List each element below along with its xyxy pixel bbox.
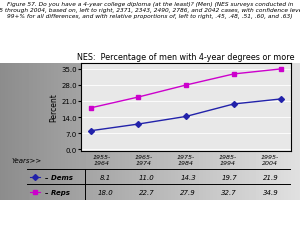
Text: 18.0: 18.0 — [98, 189, 113, 195]
Reps — [280, 68, 283, 71]
Reps — [184, 84, 188, 87]
Reps — [89, 107, 92, 110]
Dems — [232, 103, 236, 106]
Title: NES:  Percentage of men with 4-year degrees or more: NES: Percentage of men with 4-year degre… — [77, 52, 295, 61]
Text: 32.7: 32.7 — [221, 189, 237, 195]
Line: Reps: Reps — [88, 67, 284, 111]
Dems — [184, 116, 188, 118]
Text: 27.9: 27.9 — [180, 189, 196, 195]
Text: Figure 57. Do you have a 4-year college diploma (at the least)? (Men) (NES surve: Figure 57. Do you have a 4-year college … — [0, 2, 300, 19]
Text: Years>>: Years>> — [12, 157, 42, 163]
Text: 1985-
1994: 1985- 1994 — [219, 155, 237, 165]
Dems — [136, 123, 140, 126]
Text: 21.9: 21.9 — [262, 174, 278, 180]
Text: 1995-
2004: 1995- 2004 — [261, 155, 279, 165]
Text: 11.0: 11.0 — [139, 174, 155, 180]
Dems — [280, 98, 283, 101]
Dems — [89, 130, 92, 133]
Y-axis label: Percent: Percent — [50, 93, 58, 122]
Reps — [232, 73, 236, 76]
Text: – Reps: – Reps — [46, 189, 70, 195]
Text: 14.3: 14.3 — [180, 174, 196, 180]
Text: – Dems: – Dems — [46, 174, 74, 180]
Text: 34.9: 34.9 — [262, 189, 278, 195]
Text: 1965-
1974: 1965- 1974 — [135, 155, 153, 165]
Text: 22.7: 22.7 — [139, 189, 155, 195]
Text: 19.7: 19.7 — [221, 174, 237, 180]
Text: 1975-
1984: 1975- 1984 — [177, 155, 195, 165]
Text: 1955-
1964: 1955- 1964 — [93, 155, 111, 165]
Text: 8.1: 8.1 — [100, 174, 111, 180]
Reps — [136, 96, 140, 99]
Line: Dems: Dems — [88, 97, 284, 133]
